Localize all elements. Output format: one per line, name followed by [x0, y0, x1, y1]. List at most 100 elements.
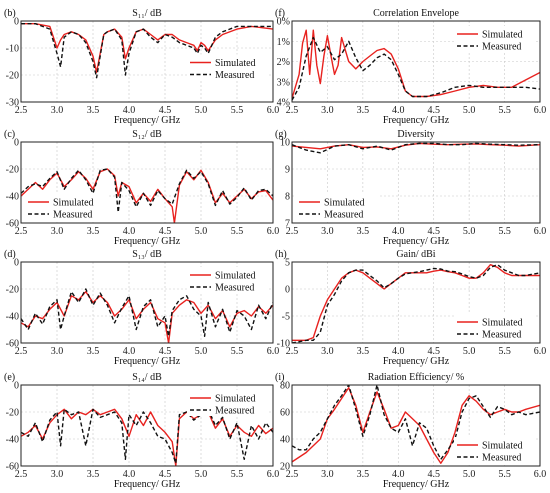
x-tick-label: 3.5 [87, 105, 100, 116]
legend-background [187, 54, 269, 81]
legend-background [187, 390, 269, 416]
plot-frame [20, 141, 274, 224]
x-tick-label: 4.5 [159, 346, 172, 357]
series-line-measured [21, 288, 273, 337]
legend-background [454, 314, 536, 340]
series-line-measured [21, 408, 273, 464]
legend-label: Simulated [215, 58, 256, 69]
panel-h: 2.5 3.0 3.5 4.0 4.5 5.0 5.5 6.0 5 0 -5 -10 (h) Gain/ … [275, 249, 546, 367]
panel-g: 2.5 3.0 3.5 4.0 4.5 5.0 5.5 6.0 10 9 8 7 (g) Diversit… [275, 129, 546, 247]
plot-frame [291, 384, 541, 467]
x-tick-label: 5.5 [498, 226, 511, 237]
x-tick-label: 4.0 [123, 469, 136, 480]
panel-label: (i) [275, 372, 284, 383]
series-line-simulated [292, 387, 540, 464]
x-tick-label: 5.0 [195, 346, 208, 357]
x-tick-label: 3.0 [51, 469, 64, 480]
panel-label: (d) [4, 249, 16, 260]
x-tick-label: 5.0 [463, 469, 476, 480]
panel-title: S₁₁/ dB [132, 8, 162, 19]
panel-label: (f) [275, 8, 285, 19]
x-axis-label: Frequency/ GHz [383, 115, 450, 126]
panel-d: 2.5 3.0 3.5 4.0 4.5 5.0 5.5 6.0 0 -20 -40 -60 (d) S₁₃… [4, 249, 279, 367]
y-tick-label: 0 [14, 381, 19, 392]
x-tick-label: 5.5 [498, 469, 511, 480]
plot-frame [20, 20, 274, 103]
panel-label: (c) [4, 129, 15, 140]
x-tick-label: 4.5 [427, 469, 440, 480]
x-axis-label: Frequency/ GHz [383, 356, 450, 367]
y-tick-label: -20 [6, 71, 19, 82]
x-tick-label: 5.0 [195, 105, 208, 116]
x-tick-label: 4.5 [159, 469, 172, 480]
x-tick-label: 3.5 [87, 469, 100, 480]
x-tick-label: 3.5 [87, 346, 100, 357]
x-tick-label: 5.5 [498, 105, 511, 116]
series-line-measured [21, 168, 273, 213]
x-tick-label: 2.5 [286, 105, 299, 116]
series-line-simulated [292, 29, 540, 99]
x-tick-label: 4.5 [427, 346, 440, 357]
plot-frame [291, 141, 541, 224]
legend-label: Simulated [482, 441, 523, 452]
y-tick-label: 40 [280, 435, 290, 446]
y-tick-label: 0 [14, 258, 19, 269]
y-tick-label: 10 [280, 138, 290, 149]
x-tick-label: 3.0 [51, 346, 64, 357]
x-tick-label: 4.0 [392, 226, 405, 237]
y-tick-label: 0 [14, 138, 19, 149]
y-tick-label: -40 [6, 192, 19, 203]
legend-label: Simulated [215, 394, 256, 405]
legend-background [296, 194, 378, 220]
legend-label: Measured [324, 210, 363, 221]
x-tick-label: 2.5 [15, 346, 28, 357]
x-tick-label: 3.0 [321, 469, 334, 480]
x-tick-label: 6.0 [534, 469, 547, 480]
y-tick-label: 3% [277, 77, 290, 88]
y-tick-label: -20 [6, 285, 19, 296]
x-tick-label: 6.0 [534, 346, 547, 357]
series-line-measured [292, 385, 540, 460]
legend-label: Measured [482, 453, 521, 464]
legend-label: Simulated [482, 30, 523, 41]
y-tick-label: 1% [277, 37, 290, 48]
panel-i: 2.5 3.0 3.5 4.0 4.5 5.0 5.5 6.0 80 60 40 20 (i) Radia… [275, 372, 546, 490]
x-tick-label: 5.0 [463, 346, 476, 357]
y-tick-label: -20 [6, 165, 19, 176]
series-line-measured [292, 36, 540, 101]
y-tick-label: 20 [280, 462, 290, 473]
y-tick-label: 5 [285, 258, 290, 269]
x-tick-label: 2.5 [286, 346, 299, 357]
legend-label: Simulated [324, 198, 365, 209]
y-tick-label: 80 [280, 381, 290, 392]
panel-c: 2.5 3.0 3.5 4.0 4.5 5.0 5.5 6.0 0 -20 -40 -60 (c) S₁₂… [4, 129, 279, 247]
panel-title: S₁₃/ dB [132, 249, 162, 260]
series-line-measured [292, 142, 540, 154]
x-tick-label: 3.0 [321, 105, 334, 116]
x-tick-label: 4.5 [159, 105, 172, 116]
x-tick-label: 4.0 [123, 226, 136, 237]
panel-title: S₁₄/ dB [132, 372, 162, 383]
y-tick-label: 7 [285, 219, 290, 230]
x-tick-label: 6.0 [534, 105, 547, 116]
x-tick-label: 3.0 [51, 105, 64, 116]
panel-b: 2.5 3.0 3.5 4.0 4.5 5.0 5.5 6.0 0 -10 -20 -30 (b) S₁₁… [4, 8, 279, 126]
y-tick-label: -10 [6, 44, 19, 55]
panel-title: Diversity [397, 129, 434, 140]
panel-title: Gain/ dBi [396, 249, 435, 260]
x-tick-label: 4.5 [427, 226, 440, 237]
x-tick-label: 3.0 [321, 226, 334, 237]
panel-title: S₁₂/ dB [132, 129, 162, 140]
x-tick-label: 3.5 [357, 105, 370, 116]
x-tick-label: 3.0 [51, 226, 64, 237]
y-tick-label: -5 [282, 312, 290, 323]
x-axis-label: Frequency/ GHz [114, 356, 181, 367]
x-axis-label: Frequency/ GHz [114, 479, 181, 490]
x-tick-label: 6.0 [267, 346, 280, 357]
panel-label: (e) [4, 372, 15, 383]
plot-frame [20, 261, 274, 344]
y-tick-label: -60 [6, 219, 19, 230]
y-tick-label: -30 [6, 98, 19, 109]
